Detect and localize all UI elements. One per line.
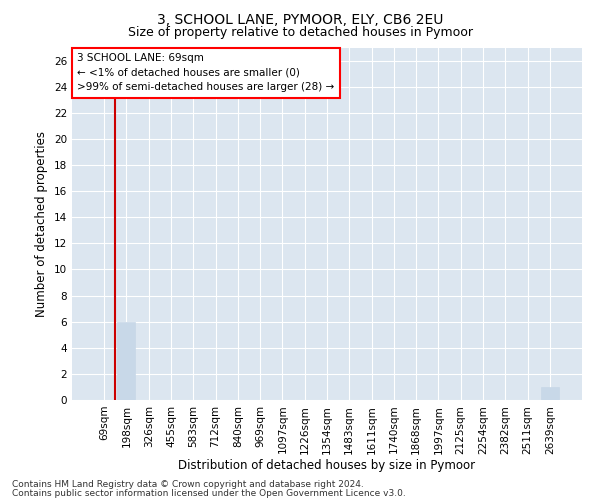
Text: Size of property relative to detached houses in Pymoor: Size of property relative to detached ho… <box>128 26 473 39</box>
Bar <box>118 322 136 400</box>
Bar <box>541 387 559 400</box>
X-axis label: Distribution of detached houses by size in Pymoor: Distribution of detached houses by size … <box>178 459 476 472</box>
Text: Contains public sector information licensed under the Open Government Licence v3: Contains public sector information licen… <box>12 488 406 498</box>
Text: 3 SCHOOL LANE: 69sqm
← <1% of detached houses are smaller (0)
>99% of semi-detac: 3 SCHOOL LANE: 69sqm ← <1% of detached h… <box>77 53 334 92</box>
Y-axis label: Number of detached properties: Number of detached properties <box>35 130 49 317</box>
Text: Contains HM Land Registry data © Crown copyright and database right 2024.: Contains HM Land Registry data © Crown c… <box>12 480 364 489</box>
Text: 3, SCHOOL LANE, PYMOOR, ELY, CB6 2EU: 3, SCHOOL LANE, PYMOOR, ELY, CB6 2EU <box>157 12 443 26</box>
